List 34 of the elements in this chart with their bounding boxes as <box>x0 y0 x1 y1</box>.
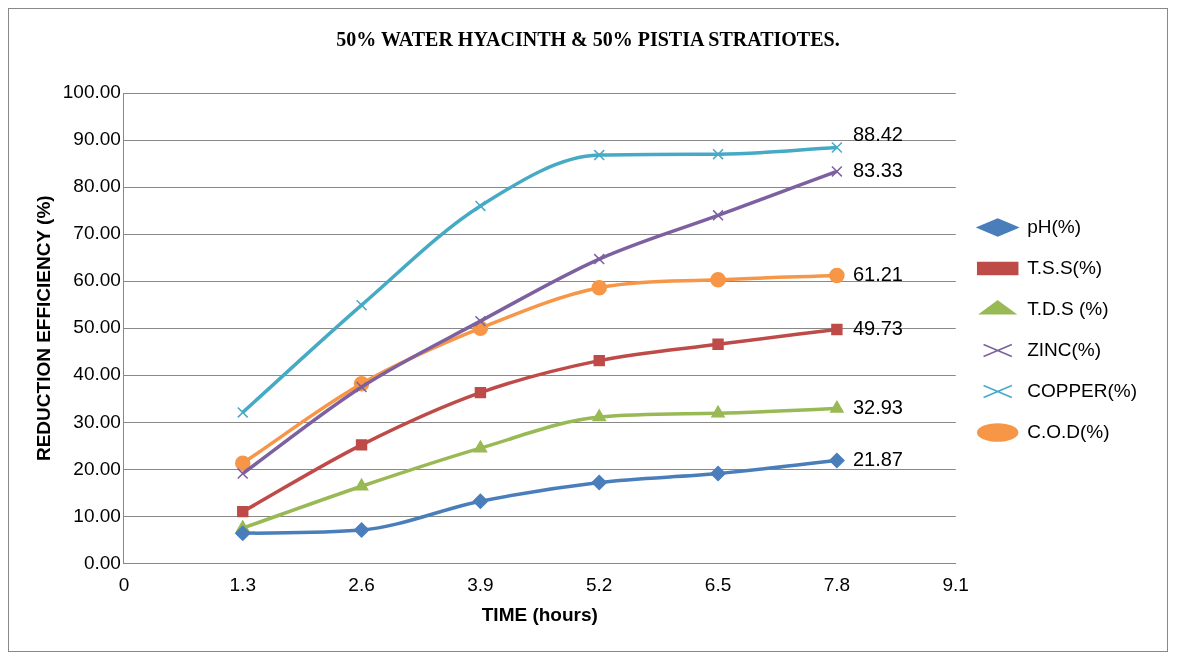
y-tick-label: 80.00 <box>73 175 121 197</box>
x-tick-label: 1.3 <box>229 574 256 596</box>
data-label: 21.87 <box>852 448 903 471</box>
legend-label: ZINC(%) <box>1027 338 1102 360</box>
data-label: 88.42 <box>852 122 903 145</box>
y-tick-label: 20.00 <box>73 457 121 479</box>
y-tick-label: 70.00 <box>73 222 121 244</box>
legend-label: T.D.S (%) <box>1027 297 1109 319</box>
legend-label: COPPER(%) <box>1027 379 1138 401</box>
data-label: 83.33 <box>852 158 903 181</box>
x-tick-label: 2.6 <box>348 574 375 596</box>
x-axis-title: TIME (hours) <box>481 603 598 625</box>
y-tick-label: 40.00 <box>73 363 121 385</box>
y-tick-label: 30.00 <box>73 410 121 432</box>
legend-label: pH(%) <box>1027 215 1082 237</box>
data-label: 49.73 <box>852 316 903 339</box>
legend-label: T.S.S(%) <box>1027 256 1103 278</box>
x-tick-label: 5.2 <box>586 574 613 596</box>
chart-title: 50% WATER HYACINTH & 50% PISTIA STRATIOTES. <box>336 28 840 51</box>
legend-label: C.O.D(%) <box>1027 420 1110 442</box>
x-tick-label: 3.9 <box>467 574 494 596</box>
y-tick-label: 90.00 <box>73 128 121 150</box>
y-tick-label: 10.00 <box>73 504 121 526</box>
y-axis-title: REDUCTION EFFICIENCY (%) <box>32 195 54 462</box>
y-tick-label: 50.00 <box>73 316 121 338</box>
data-label: 61.21 <box>852 262 903 285</box>
x-tick-label: 0 <box>118 574 130 596</box>
data-label: 32.93 <box>852 396 903 419</box>
y-tick-label: 0.00 <box>83 551 121 573</box>
y-tick-label: 60.00 <box>73 269 121 291</box>
x-tick-label: 6.5 <box>704 574 732 596</box>
x-tick-label: 7.8 <box>823 574 851 596</box>
y-tick-label: 100.00 <box>62 81 121 103</box>
x-tick-label: 9.1 <box>942 574 969 596</box>
